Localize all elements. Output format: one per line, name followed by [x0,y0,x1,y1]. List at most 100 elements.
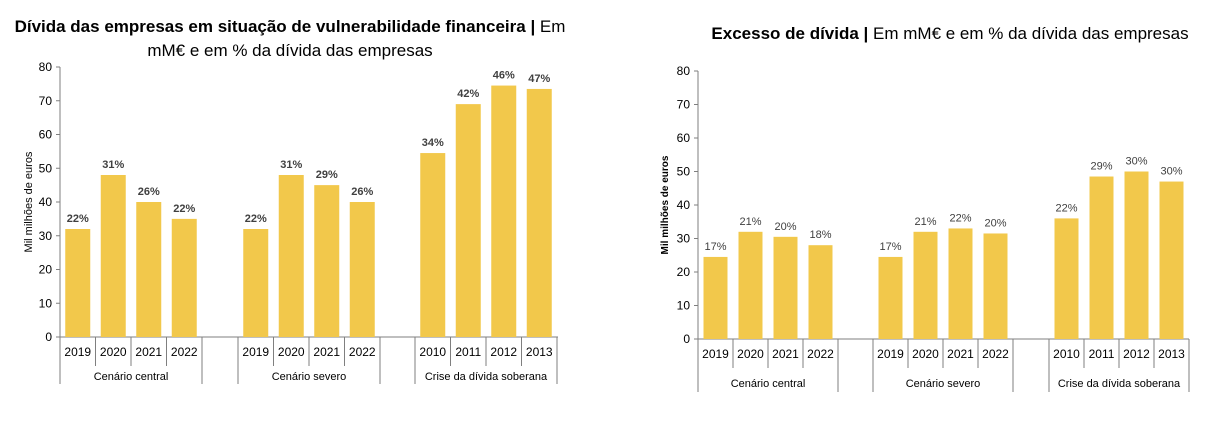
bar [171,218,197,337]
x-tick-label: 2011 [455,345,481,359]
bar [420,153,446,337]
x-tick-label: 2020 [278,345,305,359]
bar-data-label: 31% [102,159,124,171]
bar [878,256,903,339]
x-tick-label: 2020 [100,345,127,359]
bar-data-label: 18% [809,229,831,241]
y-tick-label: 70 [39,94,53,108]
x-group-label: Crise da dívida soberana [1058,378,1181,390]
x-tick-label: 2019 [877,347,904,361]
bar-data-label: 20% [774,221,796,233]
x-tick-label: 2012 [1123,347,1150,361]
x-tick-label: 2012 [490,345,517,359]
bar-data-label: 22% [949,212,971,224]
bar-data-label: 34% [422,137,444,149]
bar [948,228,973,339]
x-tick-label: 2011 [1089,347,1115,361]
chart-title-bold: Excesso de dívida | [711,24,869,43]
y-tick-label: 0 [683,332,690,346]
bar-data-label: 29% [1090,161,1112,173]
chart-title-vulnerability: Dívida das empresas em situação de vulne… [10,15,570,63]
chart-panel-excess-debt: Excesso de dívida | Em mM€ e em % da dív… [640,0,1229,430]
y-tick-label: 80 [39,60,53,74]
y-tick-label: 20 [677,265,691,279]
x-group-label: Cenário central [94,371,169,383]
y-axis-label: Mil milhões de euros [23,151,35,252]
chart-vulnerability: 0 10 20 30 40 50 60 70 80 Mil milhões de euros 22%… [23,60,558,384]
y-tick-label: 10 [677,299,691,313]
y-tick-label: 60 [677,131,691,145]
bar-data-label: 46% [493,70,515,82]
x-tick-label: 2010 [419,345,446,359]
bar-data-label: 26% [351,186,373,198]
x-group-label: Cenário severo [272,371,347,383]
bar-data-label: 29% [316,169,338,181]
x-tick-label: 2021 [947,347,974,361]
y-tick-label: 40 [39,195,53,209]
x-tick-label: 2013 [526,345,553,359]
chart-title-rest: Em mM€ e em % da dívida das empresas [868,24,1189,43]
x-tick-label: 2022 [171,345,198,359]
x-tick-label: 2022 [349,345,376,359]
bar-data-label: 42% [457,88,479,100]
bar [1124,171,1149,339]
bar-data-label: 22% [173,203,195,215]
bar-data-label: 47% [528,73,550,85]
y-tick-label: 40 [677,198,691,212]
y-tick-label: 20 [39,263,53,277]
x-group-label: Cenário central [731,378,806,390]
y-tick-label: 50 [39,161,53,175]
bar [314,185,340,337]
bar [703,256,728,339]
x-tick-label: 2021 [135,345,162,359]
bar [243,229,269,337]
bar-data-label: 30% [1125,156,1147,168]
bar [913,231,938,339]
chart-title-excess-debt: Excesso de dívida | Em mM€ e em % da dív… [680,22,1220,46]
y-axis-label: Mil milhões de euros [660,155,671,254]
bar [1089,176,1114,339]
y-tick-label: 0 [45,330,52,344]
bar [773,236,798,339]
bar [278,175,304,337]
bar-data-label: 26% [138,186,160,198]
bar [526,88,552,337]
chart-panel-vulnerability: Dívida das empresas em situação de vulne… [0,0,600,430]
x-tick-label: 2013 [1158,347,1185,361]
x-tick-label: 2021 [772,347,799,361]
y-tick-label: 50 [677,165,691,179]
y-tick-label: 80 [677,64,691,78]
chart-title-bold: Dívida das empresas em situação de vulne… [14,17,536,36]
x-tick-label: 2020 [912,347,939,361]
bar-data-label: 31% [280,159,302,171]
x-tick-label: 2020 [737,347,764,361]
bar [136,202,162,337]
bar-data-label: 21% [739,216,761,228]
bar-data-label: 22% [67,213,89,225]
bar [455,104,481,337]
bar-data-label: 22% [1055,202,1077,214]
bar-data-label: 17% [704,241,726,253]
chart-title-rest: Em mM€ e em % da dívida das empresas [147,17,566,60]
y-tick-label: 30 [677,232,691,246]
y-tick-label: 70 [677,98,691,112]
x-group-label: Crise da dívida soberana [425,371,548,383]
x-tick-label: 2019 [64,345,91,359]
y-tick-label: 60 [39,128,53,142]
x-tick-label: 2022 [807,347,834,361]
x-tick-label: 2019 [702,347,729,361]
bar-data-label: 21% [914,216,936,228]
bar [1054,218,1079,339]
bar [1159,181,1184,339]
x-tick-label: 2010 [1053,347,1080,361]
x-group-label: Cenário severo [906,378,981,390]
bar-data-label: 30% [1160,166,1182,178]
y-tick-label: 10 [39,296,53,310]
bar-data-label: 22% [245,213,267,225]
chart-excess-debt: 0 10 20 30 40 50 60 70 80 Mil milhões de euros 17%… [660,64,1190,392]
x-tick-label: 2019 [242,345,269,359]
x-tick-label: 2021 [313,345,340,359]
bar [349,202,375,337]
bar [738,231,763,339]
bar [65,229,91,337]
